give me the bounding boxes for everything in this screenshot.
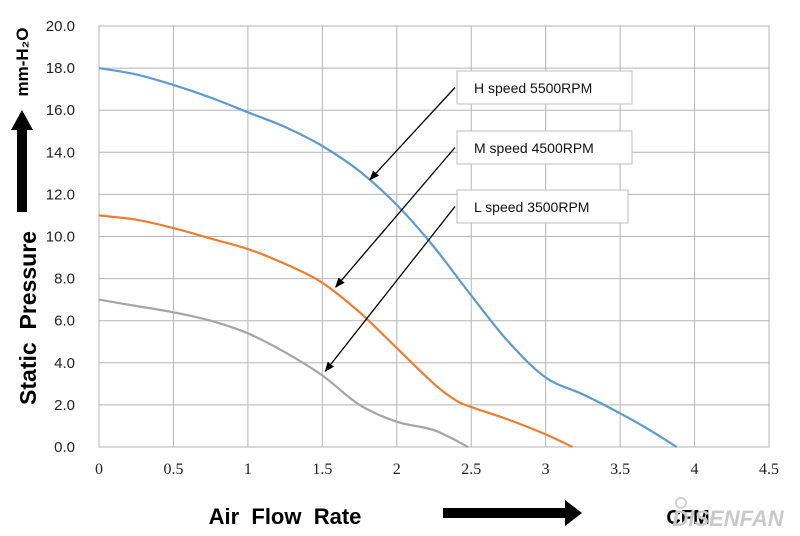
- x-axis-unit: CFM: [666, 507, 709, 529]
- callout-label: H speed 5500RPM: [474, 80, 592, 96]
- x-tick-label: 2.5: [461, 461, 481, 478]
- y-tick-label: 18.0: [46, 60, 75, 77]
- x-tick-label: 2: [393, 461, 401, 478]
- callout-box: [456, 189, 629, 224]
- x-tick-label: 3: [542, 461, 550, 478]
- y-axis-label: Static Pressure: [15, 231, 41, 405]
- y-tick-label: 20.0: [46, 18, 75, 35]
- x-tick-label: 4: [691, 461, 699, 478]
- series-line-0: [98, 67, 678, 448]
- callout-arrow-icon: [335, 147, 456, 288]
- series-line-1: [98, 214, 573, 448]
- y-tick-labels: 0.0 2.0 4.0 6.0 8.0 10.0 12.0 14.0 16.0 18.0 20.0: [46, 18, 75, 456]
- callout-label: L speed 3500RPM: [474, 199, 589, 215]
- x-axis-label: Air Flow Rate: [209, 504, 362, 529]
- y-axis-unit: mm-H₂O: [13, 28, 32, 97]
- x-tick-label: 0.5: [163, 461, 183, 478]
- callout-1: M speed 4500RPM: [335, 130, 633, 288]
- callout-box: [456, 130, 633, 165]
- y-axis-title: Static Pressure mm-H₂O: [11, 28, 41, 405]
- x-tick-label: 4.5: [759, 461, 779, 478]
- callouts: H speed 5500RPM M speed 4500RPM L speed 35…: [324, 70, 633, 373]
- y-tick-label: 16.0: [46, 102, 75, 119]
- brand-logo: DISENFAN: [672, 497, 785, 531]
- y-tick-label: 4.0: [54, 355, 75, 372]
- y-tick-label: 2.0: [54, 397, 75, 414]
- brand-watermark: DISENFAN: [672, 506, 784, 531]
- x-axis-arrow-icon: [443, 500, 582, 526]
- callout-box: [456, 70, 633, 105]
- series-line-2: [98, 298, 469, 448]
- y-axis-arrow-icon: [11, 110, 33, 212]
- y-tick-label: 6.0: [54, 313, 75, 330]
- callout-0: H speed 5500RPM: [369, 70, 633, 181]
- y-tick-label: 8.0: [54, 271, 75, 288]
- y-tick-label: 12.0: [46, 186, 75, 203]
- y-tick-label: 14.0: [46, 144, 75, 161]
- x-tick-labels: 0 0.5 1 1.5 2 2.5 3 3.5 4 4.5: [95, 461, 779, 478]
- x-tick-label: 1.5: [312, 461, 332, 478]
- x-tick-label: 3.5: [610, 461, 630, 478]
- callout-arrow-icon: [324, 206, 456, 373]
- sun-icon: [675, 497, 687, 509]
- x-tick-label: 1: [244, 461, 252, 478]
- callout-arrow-icon: [369, 87, 456, 181]
- callout-2: L speed 3500RPM: [324, 189, 629, 373]
- y-tick-label: 10.0: [46, 229, 75, 246]
- series-lines: [98, 67, 678, 448]
- callout-label: M speed 4500RPM: [474, 140, 594, 156]
- grid: [99, 25, 770, 447]
- x-tick-label: 0: [95, 461, 103, 478]
- y-tick-label: 0.0: [54, 439, 75, 456]
